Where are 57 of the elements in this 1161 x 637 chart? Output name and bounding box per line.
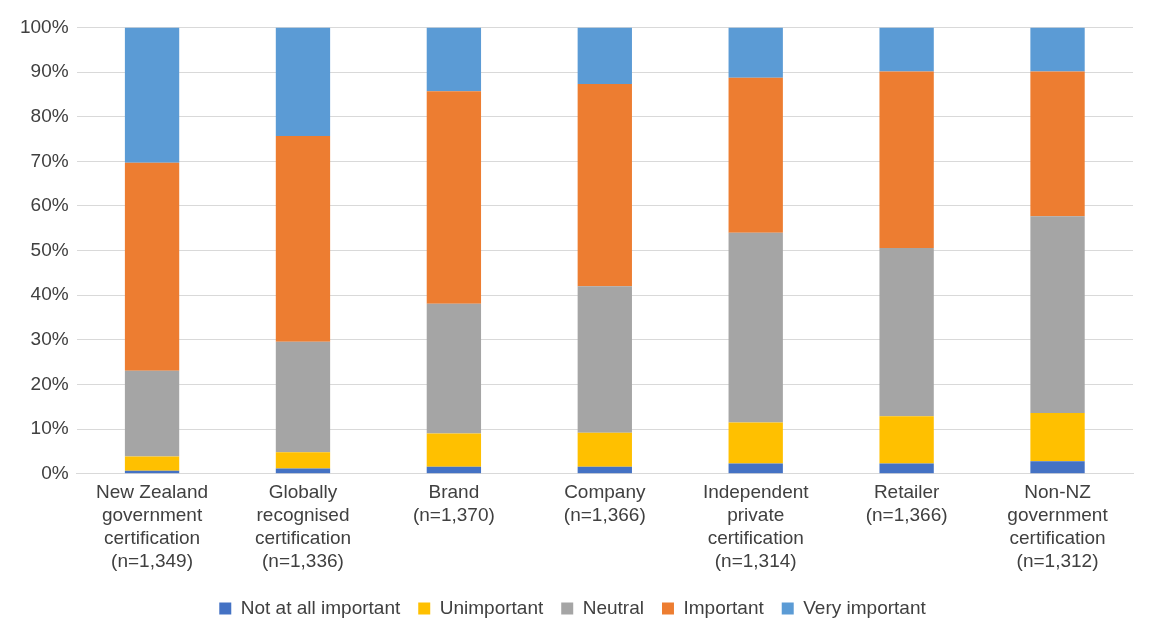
- bar: [1030, 71, 1085, 217]
- legend-label: Important: [683, 596, 765, 618]
- bar: [275, 452, 331, 469]
- bar: [879, 463, 934, 474]
- bar: [879, 416, 934, 464]
- bar: [728, 232, 783, 423]
- bar: [124, 370, 180, 457]
- legend-label: Unimportant: [439, 596, 544, 618]
- bar: [426, 466, 482, 474]
- y-tick-label: 0%: [41, 462, 69, 484]
- x-tick-label: New Zealand government certification (n=1,349): [96, 481, 209, 571]
- y-tick-label: 40%: [30, 283, 69, 305]
- legend-label: Very important: [803, 596, 927, 618]
- bar: [426, 433, 482, 467]
- bar: [1030, 413, 1085, 462]
- bar: [1030, 461, 1085, 474]
- bar: [879, 247, 934, 417]
- x-tick-label: Company (n=1,366): [563, 481, 646, 526]
- bar: [124, 162, 180, 371]
- bar: [879, 71, 934, 248]
- bar: [426, 27, 482, 92]
- x-tick-label: Retailer (n=1,366): [865, 481, 948, 526]
- bar: [275, 341, 331, 453]
- bar: [577, 286, 632, 433]
- bar: [577, 84, 632, 287]
- bar: [728, 422, 783, 464]
- y-tick-label: 90%: [30, 60, 69, 82]
- bar: [426, 91, 482, 304]
- bar: [124, 456, 180, 471]
- y-tick-label: 70%: [30, 149, 69, 171]
- legend-label: Not at all important: [240, 596, 401, 618]
- y-tick-label: 20%: [30, 372, 69, 394]
- y-tick-label: 10%: [30, 417, 69, 439]
- bar: [728, 463, 783, 474]
- legend-label: Neutral: [582, 596, 644, 618]
- bar: [577, 27, 632, 85]
- y-tick-label: 30%: [30, 328, 69, 350]
- bar: [275, 135, 331, 342]
- bar: [275, 27, 331, 136]
- bar: [577, 466, 632, 474]
- x-tick-label: Brand (n=1,370): [412, 481, 495, 526]
- bar: [124, 27, 180, 163]
- y-tick-label: 60%: [30, 194, 69, 216]
- x-tick-label: Independent private certification (n=1,314): [702, 481, 810, 571]
- bar: [879, 27, 934, 72]
- bar: [728, 27, 783, 78]
- bar: [1030, 216, 1085, 414]
- y-tick-label: 100%: [19, 15, 69, 37]
- bar: [577, 432, 632, 467]
- bar: [728, 77, 783, 233]
- x-tick-label: Globally recognised certification (n=1,336): [254, 481, 352, 571]
- bar: [426, 303, 482, 434]
- y-tick-label: 80%: [30, 104, 69, 126]
- bar: [275, 468, 331, 474]
- y-tick-label: 50%: [30, 238, 69, 260]
- x-tick-label: Non-NZ government certification (n=1,312): [1007, 481, 1109, 571]
- bar: [1030, 27, 1085, 72]
